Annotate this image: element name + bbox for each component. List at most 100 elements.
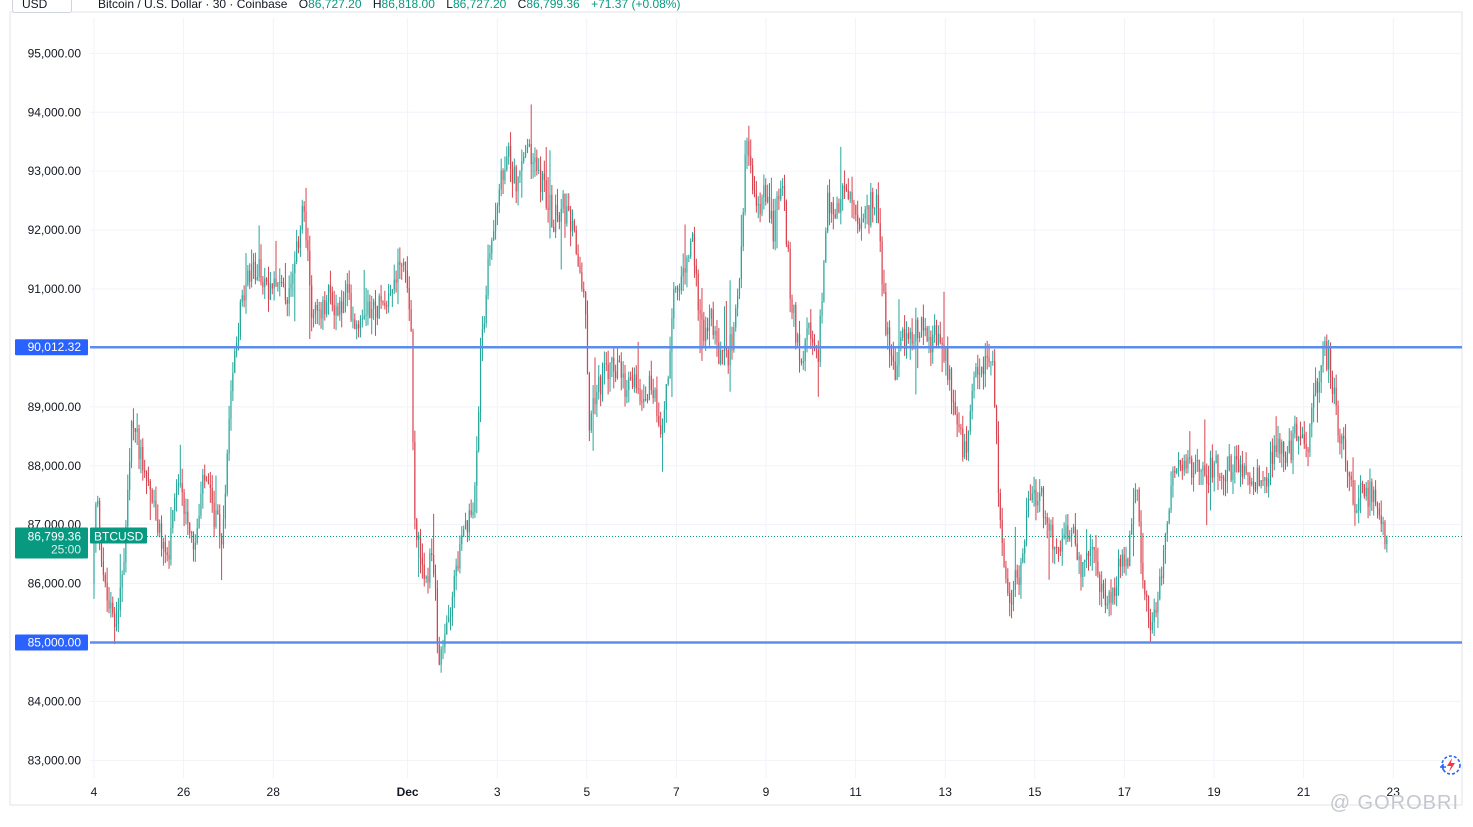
candle-body [594, 398, 596, 405]
candle-body [583, 288, 585, 293]
candle-body [412, 331, 414, 443]
candle-body [260, 259, 262, 283]
candle-body [1039, 492, 1041, 501]
candle-body [1072, 526, 1075, 534]
candle-body [305, 211, 307, 241]
candle-body [763, 185, 765, 198]
last-price-label: 86,799.36 [28, 529, 82, 543]
candle-body [1063, 534, 1065, 539]
candle-body [389, 293, 392, 295]
candle-body [391, 289, 393, 294]
candle-body [616, 360, 619, 379]
candle-body [1091, 547, 1093, 549]
candle-body [1022, 553, 1024, 562]
candle-body [1217, 455, 1219, 477]
candle-body [1309, 424, 1311, 453]
candle-body [269, 283, 271, 300]
candle-body [710, 309, 712, 319]
candle-body [288, 288, 290, 304]
candle-body [984, 355, 986, 375]
candle-body [630, 377, 632, 379]
candle-body [1027, 499, 1030, 512]
candle-body [714, 330, 716, 336]
candle-body [530, 143, 532, 165]
candle-body [650, 375, 652, 391]
candle-body [911, 331, 913, 344]
candle-body [230, 391, 232, 419]
candle-body [693, 233, 696, 266]
candle-body [676, 287, 679, 291]
candle-body [864, 209, 866, 219]
candle-body [778, 195, 780, 200]
candle-body [1299, 436, 1302, 439]
y-tick-label: 94,000.00 [28, 105, 82, 119]
symbol-title[interactable]: Bitcoin / U.S. Dollar · 30 · Coinbase [98, 0, 288, 11]
candle-body [1241, 464, 1243, 477]
candle-body [324, 300, 326, 315]
candle-body [1232, 472, 1234, 481]
candle-body [767, 196, 769, 202]
candle-body [748, 140, 750, 157]
candle-body [1371, 481, 1373, 502]
lightning-icon[interactable] [1437, 753, 1463, 779]
candle-body [1012, 589, 1015, 605]
x-tick-label: Dec [397, 785, 419, 799]
candle-body [1365, 487, 1367, 497]
candle-body [1243, 465, 1245, 477]
candle-body [1358, 498, 1360, 511]
candle-body [873, 208, 876, 210]
candle-body [237, 336, 240, 343]
candle-body [675, 287, 677, 289]
candle-body [1131, 523, 1133, 535]
candle-body [598, 376, 600, 393]
candle-body [1055, 546, 1058, 548]
candle-body [372, 301, 375, 309]
candle-body [877, 194, 879, 224]
candle-body [1005, 566, 1007, 579]
candle-body [532, 162, 534, 165]
candle-body [742, 212, 744, 247]
candle-body [1057, 547, 1060, 549]
candle-body [121, 574, 123, 588]
candle-body [842, 185, 844, 200]
candle-body [1202, 465, 1204, 471]
candle-body [1071, 533, 1073, 537]
candle-body [586, 314, 589, 374]
candle-body [1074, 526, 1076, 544]
candle-body [1301, 434, 1304, 439]
candle-body [843, 185, 846, 189]
candle-body [149, 481, 151, 490]
candle-body [992, 361, 994, 363]
candle-body [249, 270, 251, 282]
candle-body [652, 390, 654, 399]
candle-body [455, 565, 457, 577]
candle-body [339, 301, 341, 316]
candle-body [740, 246, 742, 280]
open-label: O [298, 0, 309, 11]
candle-body [1343, 436, 1345, 440]
open-value: 86,727.20 [308, 0, 362, 11]
candle-body [361, 318, 363, 320]
candle-body [1359, 483, 1362, 499]
candle-body [1314, 380, 1317, 395]
candle-body [1260, 480, 1262, 486]
candle-body [902, 329, 904, 338]
candle-body [99, 501, 101, 537]
candle-body [132, 421, 135, 429]
candle-body [596, 392, 598, 405]
candle-body [401, 264, 403, 266]
candle-body [682, 268, 684, 277]
candle-body [200, 493, 202, 516]
candle-body [1110, 592, 1112, 603]
close-label: C [517, 0, 527, 11]
candle-body [1162, 550, 1165, 578]
candle-body [868, 205, 870, 226]
candle-body [862, 218, 864, 222]
candle-body [127, 489, 129, 527]
candle-body [566, 206, 568, 224]
currency-selector[interactable]: USD [12, 0, 72, 13]
candle-body [500, 170, 502, 190]
candle-body [887, 327, 889, 335]
